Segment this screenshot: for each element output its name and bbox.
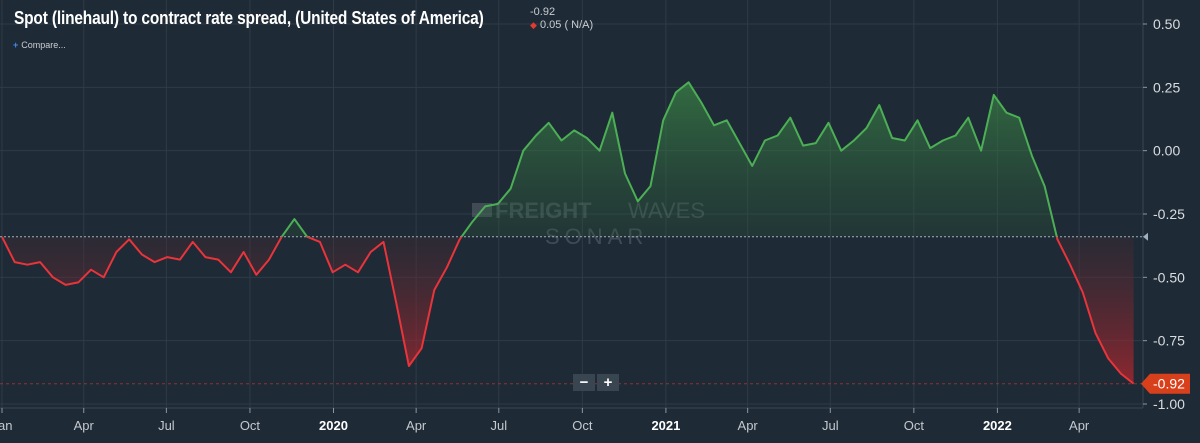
change-row: ◆ 0.05 ( N/A) (530, 19, 593, 32)
zoom-controls: − + (573, 374, 619, 391)
x-tick-label: Jul (158, 418, 175, 433)
chart-title: Spot (linehaul) to contract rate spread,… (14, 8, 484, 28)
x-tick-label: Oct (240, 418, 261, 433)
positive-area-fill (2, 82, 1134, 237)
y-tick-label: -1.00 (1153, 396, 1185, 412)
last-value-tag-label: -0.92 (1153, 376, 1185, 392)
last-value-text: -0.92 (530, 6, 556, 18)
series-line-negative (1, 236, 1135, 385)
chart-header: Spot (linehaul) to contract rate spread,… (14, 8, 560, 29)
x-tick-label: 2020 (319, 418, 348, 433)
x-axis: Jan Apr Jul Oct 2020 Apr Jul Oct 2021 Apr Jul Oct 20… (0, 408, 1090, 433)
compare-link[interactable]: + Compare... (13, 40, 66, 50)
diamond-icon: ◆ (530, 20, 537, 30)
x-tick-label: Apr (74, 418, 95, 433)
plus-icon: + (13, 40, 19, 50)
baseline-marker-icon (1143, 232, 1148, 241)
y-tick-label: 0.50 (1153, 16, 1180, 32)
zoom-in-button[interactable]: + (597, 374, 619, 391)
y-axis: 0.50 0.25 0.00 -0.25 -0.50 -0.75 -1.00 (1143, 16, 1185, 412)
x-tick-label: Apr (406, 418, 427, 433)
y-tick-label: 0.25 (1153, 79, 1180, 95)
x-tick-label: Jan (0, 418, 12, 433)
zoom-out-button[interactable]: − (573, 374, 595, 391)
value-stats: -0.92 ◆ 0.05 ( N/A) (530, 6, 593, 32)
area-fills (2, 82, 1134, 384)
x-tick-label: 2022 (983, 418, 1012, 433)
x-tick-label: Apr (738, 418, 759, 433)
change-text: 0.05 ( N/A) (539, 19, 594, 31)
x-tick-label: Oct (572, 418, 593, 433)
last-value-tag: -0.92 (1141, 373, 1190, 394)
last-value-tag-shape (1141, 373, 1190, 394)
y-tick-label: -0.25 (1153, 206, 1185, 222)
series-line-positive (1, 81, 1058, 237)
x-tick-label: Jul (490, 418, 507, 433)
baseline-axis-marker (1143, 232, 1148, 241)
y-tick-label: -0.75 (1153, 333, 1185, 349)
y-tick-label: 0.00 (1153, 143, 1180, 159)
x-tick-label: Oct (904, 418, 925, 433)
compare-label: Compare... (21, 40, 66, 50)
negative-area-fill (2, 236, 1134, 384)
series-line (1, 81, 1135, 385)
x-tick-label: Jul (822, 418, 839, 433)
x-tick-label: Apr (1069, 418, 1090, 433)
y-tick-label: -0.50 (1153, 269, 1185, 285)
x-tick-label: 2021 (651, 418, 680, 433)
